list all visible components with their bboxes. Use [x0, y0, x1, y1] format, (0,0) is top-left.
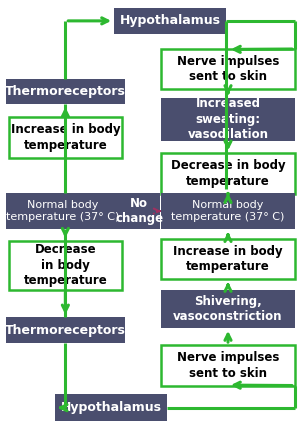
- Text: Thermoreceptors: Thermoreceptors: [5, 324, 126, 337]
- FancyBboxPatch shape: [161, 98, 295, 141]
- FancyBboxPatch shape: [6, 317, 125, 343]
- Text: Nerve impulses
sent to skin: Nerve impulses sent to skin: [177, 351, 279, 380]
- Text: Decrease
in body
temperature: Decrease in body temperature: [23, 243, 107, 287]
- Text: Hypothalamus: Hypothalamus: [60, 401, 161, 414]
- Text: Thermoreceptors: Thermoreceptors: [5, 85, 126, 98]
- Text: Shivering,
vasoconstriction: Shivering, vasoconstriction: [173, 295, 283, 323]
- FancyBboxPatch shape: [9, 117, 122, 158]
- Text: Normal body
temperature (37° C): Normal body temperature (37° C): [171, 200, 285, 222]
- Text: Increase in body
temperature: Increase in body temperature: [173, 245, 283, 273]
- Text: Nerve impulses
sent to skin: Nerve impulses sent to skin: [177, 55, 279, 83]
- Text: Normal body
temperature (37° C): Normal body temperature (37° C): [6, 200, 119, 222]
- FancyBboxPatch shape: [161, 290, 295, 328]
- Text: No
change: No change: [115, 197, 163, 225]
- Text: Increase in body
temperature: Increase in body temperature: [11, 123, 120, 152]
- Text: Decrease in body
temperature: Decrease in body temperature: [171, 159, 285, 188]
- Text: Hypothalamus: Hypothalamus: [120, 14, 221, 27]
- FancyBboxPatch shape: [161, 345, 295, 386]
- FancyBboxPatch shape: [161, 153, 295, 194]
- FancyBboxPatch shape: [119, 193, 160, 229]
- FancyBboxPatch shape: [161, 193, 295, 229]
- FancyBboxPatch shape: [161, 239, 295, 279]
- FancyBboxPatch shape: [114, 8, 226, 34]
- FancyBboxPatch shape: [55, 394, 167, 421]
- Text: Increased
sweating:
vasodilation: Increased sweating: vasodilation: [188, 97, 268, 141]
- FancyBboxPatch shape: [161, 49, 295, 89]
- FancyBboxPatch shape: [6, 193, 119, 229]
- FancyBboxPatch shape: [9, 241, 122, 290]
- FancyBboxPatch shape: [6, 79, 125, 104]
